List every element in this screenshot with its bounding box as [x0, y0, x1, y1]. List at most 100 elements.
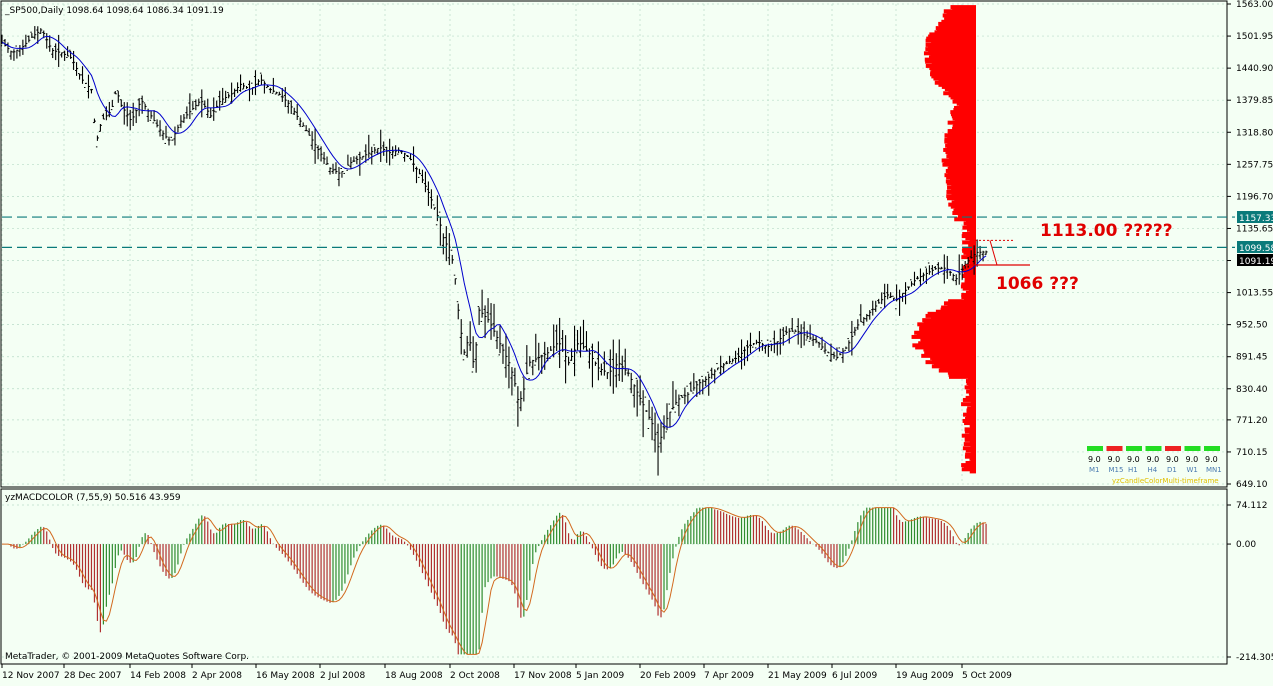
current-price-box [1237, 254, 1273, 266]
profile-bar [953, 108, 976, 113]
profile-bar [938, 82, 976, 87]
profile-bar [929, 66, 976, 71]
y-tick-label: 0.00 [1236, 540, 1256, 550]
profile-bar [956, 101, 976, 106]
status-value: 9.0 [1186, 455, 1199, 464]
x-tick-label: 2 Apr 2008 [192, 671, 242, 681]
profile-bar [959, 103, 976, 108]
profile-bar [969, 469, 976, 474]
profile-bar [952, 124, 976, 129]
macd-histogram [2, 507, 987, 655]
profile-bar [931, 68, 976, 73]
price-panel-border [0, 0, 1228, 488]
profile-bar [961, 463, 976, 468]
profile-bar [941, 84, 976, 89]
profile-bar [965, 460, 976, 465]
macd-title: yzMACDCOLOR (7,55,9) 50.516 43.959 [5, 493, 181, 503]
status-indicator [1165, 446, 1181, 451]
status-timeframe: H1 [1128, 466, 1138, 474]
grid-layer [1, 3, 1226, 658]
x-tick-label: 21 May 2009 [768, 671, 827, 681]
profile-bar [958, 213, 976, 218]
profile-bar [968, 383, 976, 388]
profile-bar [944, 160, 976, 165]
x-tick-label: 28 Dec 2007 [64, 671, 122, 681]
profile-bar [964, 269, 976, 274]
profile-bar [961, 402, 976, 407]
profile-bar [946, 154, 976, 159]
chart-title: _SP500,Daily 1098.64 1098.64 1086.34 109… [4, 6, 224, 16]
profile-bar [928, 34, 976, 39]
profile-bar [954, 118, 976, 123]
profile-bar [966, 227, 976, 232]
status-value: 9.0 [1205, 455, 1218, 464]
x-tick-label: 14 Feb 2008 [130, 671, 186, 681]
profile-bar [962, 225, 976, 230]
profile-bar [948, 372, 976, 377]
profile-bar [966, 414, 976, 419]
status-timeframe: D1 [1167, 466, 1177, 474]
profile-bar [962, 286, 976, 291]
profile-bar [945, 168, 976, 173]
profile-bar [954, 198, 976, 203]
profile-bar [967, 406, 976, 411]
profile-bar [970, 450, 976, 455]
profile-bar [966, 408, 976, 413]
profile-bar [944, 15, 976, 20]
profile-bar [961, 292, 976, 297]
status-timeframe: M1 [1089, 466, 1100, 474]
profile-bar [944, 173, 976, 178]
profile-bar [927, 311, 976, 316]
y-tick-label: 74.112 [1236, 501, 1268, 511]
profile-bar [964, 454, 976, 459]
profile-bar [943, 91, 976, 96]
profile-bar [964, 427, 976, 432]
profile-bar [944, 133, 976, 138]
y-tick-label: 649.10 [1236, 480, 1268, 490]
x-tick-label: 2 Oct 2008 [450, 671, 500, 681]
profile-bar [965, 236, 976, 241]
profile-bar [928, 45, 976, 50]
profile-bar [942, 162, 976, 167]
profile-bar [970, 404, 976, 409]
profile-bar [968, 244, 976, 249]
profile-bar [965, 395, 976, 400]
profile-bar [964, 276, 976, 281]
profile-bar [923, 347, 976, 352]
profile-bar [963, 271, 976, 276]
status-value: 9.0 [1088, 455, 1101, 464]
profile-bar [950, 112, 976, 117]
profile-bar [931, 61, 976, 66]
profile-bar [950, 110, 976, 115]
profile-bar [920, 337, 976, 342]
profile-bar [930, 72, 976, 77]
profile-bar [945, 150, 976, 155]
profile-bar [962, 231, 976, 236]
profile-bar [962, 397, 976, 402]
profile-bar [936, 28, 976, 33]
current-price-text: 1091.19 [1239, 257, 1273, 267]
level-label-text: 1099.58 [1239, 244, 1273, 254]
profile-bar [950, 95, 976, 100]
status-indicator [1126, 446, 1142, 451]
profile-bar [969, 423, 976, 428]
profile-bar [947, 120, 976, 125]
y-tick-label: 710.15 [1236, 448, 1268, 458]
profile-bar [947, 303, 976, 308]
y-tick-label: 952.50 [1236, 321, 1268, 331]
profile-bar [948, 156, 976, 161]
profile-bar [965, 379, 976, 384]
profile-bar [948, 202, 976, 207]
moving-average-line [1, 35, 987, 428]
target-connector [989, 240, 998, 266]
status-value: 9.0 [1127, 455, 1140, 464]
profile-bar [940, 366, 976, 371]
x-tick-label: 5 Oct 2009 [962, 671, 1012, 681]
annotation-1066: 1066 ??? [996, 274, 1079, 294]
profile-bar [968, 391, 976, 396]
status-value: 9.0 [1147, 455, 1160, 464]
profile-bar [928, 49, 976, 54]
profile-bar [947, 141, 976, 146]
